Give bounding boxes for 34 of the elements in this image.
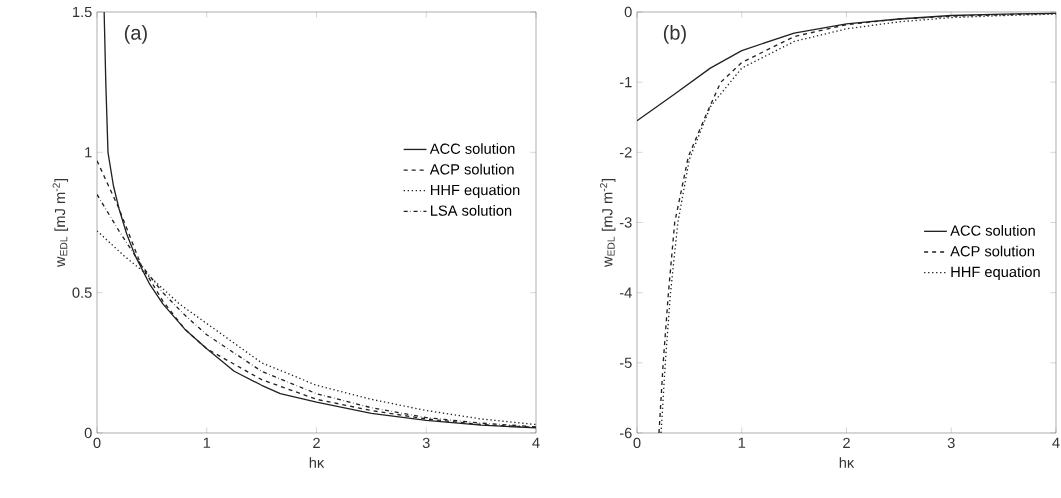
annotation: (b) — [663, 25, 686, 44]
x-axis-title: hκ — [309, 457, 325, 468]
x-tick-label: 2 — [843, 437, 850, 448]
y-tick-label: 0.5 — [72, 287, 92, 298]
x-tick-label: 1 — [203, 437, 211, 448]
x-tick-label: 0 — [93, 437, 101, 449]
legend-label: ACP solution — [429, 163, 514, 175]
y-tick-label: -5 — [619, 357, 632, 368]
x-tick-label: 4 — [1052, 437, 1060, 448]
y-tick-label: 0 — [624, 6, 632, 18]
legend-label: ACP solution — [950, 245, 1034, 257]
x-tick-label: 3 — [947, 437, 955, 449]
legend-label: HHF equation — [431, 184, 520, 199]
y-tick-label: -2 — [619, 147, 632, 158]
y-tick-label: 1.5 — [73, 6, 92, 18]
x-tick-label: 3 — [422, 437, 430, 449]
x-tick-label: 1 — [738, 437, 746, 448]
y-axis-title: w$_{EDL}$ [mJ m$^{-2}$] — [52, 178, 69, 268]
x-tick-label: 4 — [532, 437, 540, 448]
y-tick-label: -4 — [619, 287, 632, 298]
y-tick-label: 1 — [85, 147, 92, 158]
legend-label: ACC solution — [950, 225, 1035, 236]
x-tick-label: 0 — [633, 437, 641, 449]
y-axis-title: w$_{EDL}$ [mJ m$^{-2}$] — [599, 178, 616, 268]
annotation: (a) — [124, 25, 147, 44]
y-tick-label: -1 — [619, 77, 632, 88]
y-tick-label: 0 — [84, 427, 92, 439]
legend-label: LSA solution — [431, 205, 512, 216]
y-tick-label: -3 — [619, 217, 632, 228]
y-tick-label: -6 — [619, 427, 632, 439]
legend-label: ACC solution — [429, 143, 515, 154]
x-tick-label: 2 — [313, 437, 320, 448]
x-axis-title: hκ — [839, 457, 855, 468]
legend-label: HHF equation — [951, 266, 1040, 280]
